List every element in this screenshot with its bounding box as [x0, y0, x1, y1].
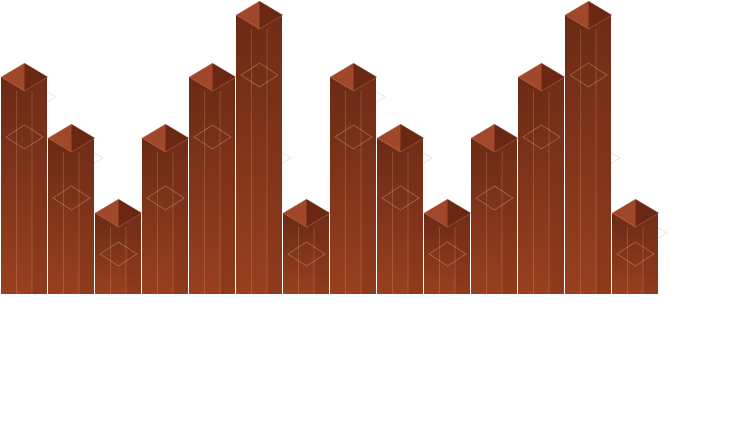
column-8: [329, 62, 378, 294]
column-6: [235, 0, 284, 294]
column-14: [611, 198, 660, 294]
column-9: [376, 123, 425, 294]
column-3: [94, 198, 143, 294]
column-10: [423, 198, 472, 294]
column-1: [0, 62, 49, 294]
column-2: [47, 123, 96, 294]
column-7: [282, 198, 331, 294]
column-4: [141, 123, 190, 294]
column-13: [564, 0, 613, 294]
column-5: [188, 62, 237, 294]
front-columns: [0, 0, 660, 294]
column-12: [517, 62, 566, 294]
column-11: [470, 123, 519, 294]
